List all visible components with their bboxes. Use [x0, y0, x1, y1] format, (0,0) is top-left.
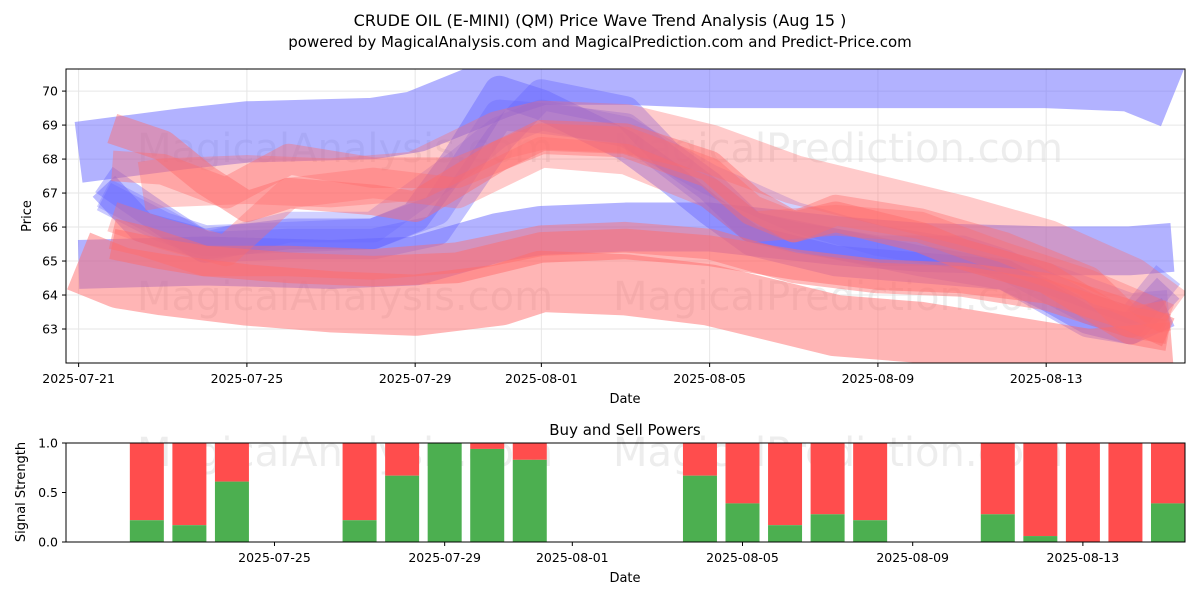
- bottom-x-tick-label: 2025-07-29: [408, 550, 481, 565]
- top-y-tick-label: 66: [42, 220, 58, 235]
- bottom-x-tick-label: 2025-08-09: [876, 550, 949, 565]
- bottom-y-tick-label: 0.5: [38, 485, 58, 500]
- bottom-y-axis-label: Signal Strength: [14, 442, 29, 542]
- top-axes: 63 64 65 66 67 68 69 70 2025-07-21 2025-07-25 2025…: [42, 84, 1082, 386]
- top-y-tick-label: 67: [42, 186, 58, 201]
- red-lower-channel: [67, 232, 1174, 363]
- sell-bar: [470, 443, 505, 449]
- blue-upper-channel: [74, 69, 1184, 183]
- sell-bar: [1108, 443, 1143, 542]
- chart-subtitle: powered by MagicalAnalysis.com and Magic…: [288, 33, 912, 51]
- bottom-y-tick-label: 1.0: [38, 436, 58, 451]
- buy-bar: [1150, 503, 1185, 542]
- sell-bar: [768, 443, 803, 526]
- top-x-tick-label: 2025-07-25: [211, 371, 284, 386]
- buy-bar: [725, 503, 760, 542]
- sell-bar: [853, 443, 888, 521]
- top-x-tick-label: 2025-07-29: [379, 371, 452, 386]
- sell-bar: [512, 443, 547, 460]
- top-series: [67, 69, 1185, 363]
- sell-bar: [725, 443, 760, 504]
- blue-wave-4: [96, 99, 1170, 324]
- bottom-axes: 0.0 0.5 1.0 2025-07-25 2025-07-29 2025-08-01 2…: [38, 436, 1119, 566]
- sell-bar: [172, 443, 207, 526]
- buy-bar: [427, 443, 462, 542]
- bottom-chart: Buy and Sell Powers MagicalAnalysis.com …: [14, 421, 1186, 586]
- top-plot-frame: [65, 68, 1186, 364]
- buy-bar: [512, 459, 547, 542]
- bottom-x-tick-label: 2025-08-05: [706, 550, 779, 565]
- sell-bar: [129, 443, 164, 521]
- buy-bar: [214, 481, 249, 542]
- top-y-tick-label: 64: [42, 288, 58, 303]
- sell-bar: [1065, 443, 1100, 542]
- top-y-tick-label: 65: [42, 254, 58, 269]
- top-x-tick-label: 2025-08-13: [1010, 371, 1083, 386]
- bottom-x-tick-label: 2025-07-25: [238, 550, 311, 565]
- bottom-x-axis-label: Date: [609, 571, 640, 586]
- red-wave-1: [107, 113, 1171, 351]
- red-upper-channel: [137, 100, 1185, 332]
- top-x-axis-label: Date: [609, 392, 640, 407]
- top-y-tick-label: 63: [42, 322, 58, 337]
- buy-bar: [385, 475, 420, 542]
- sell-bar: [1150, 443, 1185, 504]
- buy-bar: [1023, 536, 1058, 542]
- buy-bar: [470, 448, 505, 542]
- buy-bar: [682, 475, 717, 542]
- sell-bar: [342, 443, 377, 521]
- buy-bar: [853, 520, 888, 542]
- buy-bar: [980, 514, 1015, 542]
- bottom-x-tick-label: 2025-08-13: [1047, 550, 1120, 565]
- top-chart: MagicalAnalysis.com MagicalPrediction.co…: [20, 68, 1186, 407]
- red-wave-3: [107, 137, 1175, 333]
- buy-bar: [810, 514, 845, 542]
- watermark-prediction-top: MagicalPrediction.com: [613, 126, 1063, 172]
- red-wave-2: [111, 123, 1171, 338]
- top-x-tick-label: 2025-08-05: [673, 371, 746, 386]
- sell-bar: [385, 443, 420, 476]
- top-x-tick-label: 2025-08-01: [505, 371, 578, 386]
- buy-bar: [342, 520, 377, 542]
- buy-bar: [768, 525, 803, 542]
- sell-bar: [980, 443, 1015, 515]
- bottom-bars: [129, 443, 1185, 542]
- sell-bar: [682, 443, 717, 476]
- top-y-tick-label: 69: [42, 118, 58, 133]
- top-y-axis-label: Price: [20, 200, 35, 232]
- sell-bar: [1023, 443, 1058, 537]
- top-y-tick-label: 70: [42, 84, 58, 99]
- top-x-tick-label: 2025-08-09: [842, 371, 915, 386]
- top-y-tick-label: 68: [42, 152, 58, 167]
- buy-bar: [172, 525, 207, 542]
- top-x-tick-label: 2025-07-21: [42, 371, 115, 386]
- buy-bar: [129, 520, 164, 542]
- bottom-y-tick-label: 0.0: [38, 535, 58, 550]
- sell-bar: [214, 443, 249, 482]
- bottom-x-tick-label: 2025-08-01: [536, 550, 609, 565]
- red-wave-5: [109, 228, 1175, 347]
- chart-title: CRUDE OIL (E-MINI) (QM) Price Wave Trend…: [354, 11, 847, 30]
- sell-bar: [810, 443, 845, 515]
- bottom-chart-title: Buy and Sell Powers: [549, 421, 701, 439]
